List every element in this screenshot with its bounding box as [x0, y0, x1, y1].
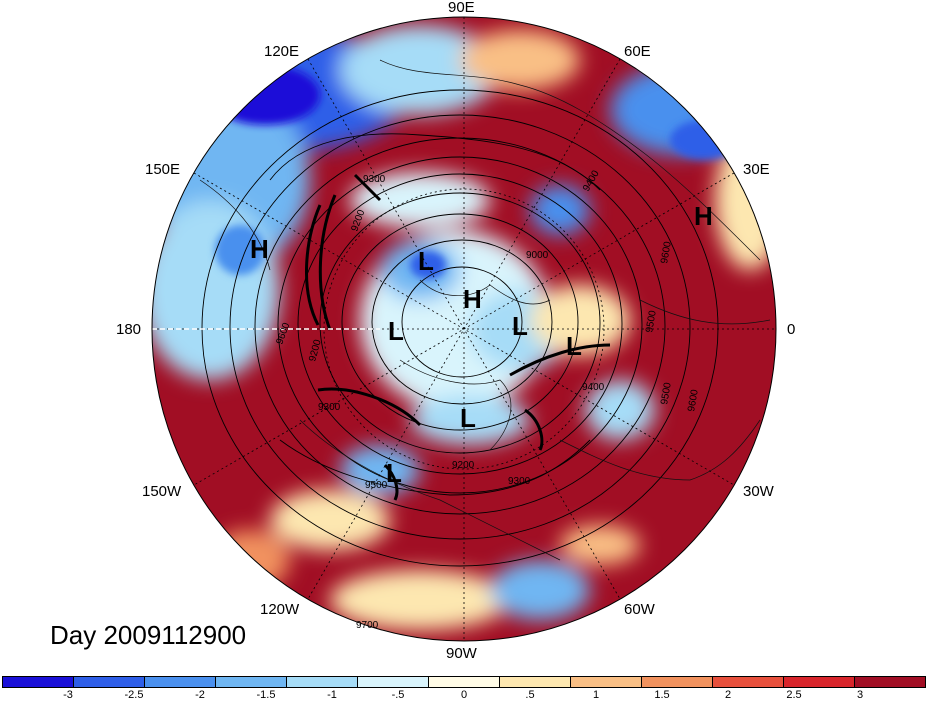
colorbar-tick-label: -2.5	[124, 689, 144, 701]
colorbar-box	[855, 677, 925, 687]
contour-label: 9600	[659, 240, 674, 264]
colorbar-box	[287, 677, 358, 687]
contour-label: 9400	[582, 382, 605, 393]
graticule	[152, 17, 776, 641]
colorbar-box	[500, 677, 571, 687]
jet-streaks	[305, 173, 611, 501]
colorbar-tick-label: 1	[592, 689, 600, 701]
colorbar-box	[358, 677, 429, 687]
lon-label-0: 0	[787, 321, 795, 338]
colorbar-box	[713, 677, 784, 687]
contour-label: 9000	[526, 250, 549, 261]
colorbar-tick-label: -.5	[391, 689, 405, 701]
colorbar-box	[642, 677, 713, 687]
colorbar-box	[571, 677, 642, 687]
coastlines	[199, 59, 771, 561]
colorbar-tick-label: 1.5	[654, 689, 670, 701]
colorbar-tick-label: -1.5	[256, 689, 276, 701]
colorbar-tick-label: .5	[525, 689, 535, 701]
low-center-label: L	[460, 403, 476, 433]
lon-label-180: 180	[116, 321, 141, 338]
contour-label: 9600	[686, 388, 701, 412]
map-border	[151, 16, 777, 642]
contour-label: 9300	[363, 174, 386, 185]
high-center-label: H	[250, 234, 269, 264]
contour-label: 9300	[508, 476, 531, 487]
colorbar-tick-label: 2	[724, 689, 732, 701]
colorbar	[2, 676, 926, 688]
lon-label-150w: 150W	[142, 483, 182, 500]
lon-label-60e: 60E	[624, 43, 651, 60]
map-date-title: Day 2009112900	[50, 620, 247, 650]
low-center-label: L	[388, 316, 404, 346]
colorbar-box	[145, 677, 216, 687]
high-center-label: H	[694, 201, 713, 231]
contour-label: 9500	[659, 381, 674, 405]
colorbar-tick-label: -3	[63, 689, 73, 701]
colorbar-tick-labels: -3 -2.5 -2 -1.5 -1 -.5 0 .5 1 1.5 2 2.5 3	[0, 689, 928, 703]
lon-label-90w: 90W	[446, 645, 478, 662]
colorbar-tick-label: 3	[856, 689, 864, 701]
low-center-label: L	[418, 246, 434, 276]
lon-label-30e: 30E	[743, 161, 770, 178]
lon-label-120e: 120E	[264, 43, 299, 60]
colorbar-box	[784, 677, 855, 687]
colorbar-box	[429, 677, 500, 687]
colorbar-tick-label: 0	[460, 689, 468, 701]
contour-label: 9500	[365, 480, 388, 491]
lon-label-30w: 30W	[743, 483, 775, 500]
anomaly-field	[152, 17, 776, 641]
colorbar-tick-label: -2	[195, 689, 205, 701]
low-center-label: L	[512, 311, 528, 341]
colorbar-box	[3, 677, 74, 687]
contour-label: 9700	[356, 620, 379, 631]
lon-label-60w: 60W	[624, 601, 656, 618]
colorbar-tick-label: -1	[327, 689, 337, 701]
low-center-label: L	[566, 331, 582, 361]
contour-label: 9200	[452, 460, 475, 471]
lon-label-90e: 90E	[448, 0, 475, 16]
colorbar-tick-label: 2.5	[786, 689, 802, 701]
low-center-label: L	[386, 458, 402, 488]
contour-label: 9300	[318, 402, 341, 413]
colorbar-box	[216, 677, 287, 687]
contour-label: 9500	[644, 309, 659, 333]
lon-label-120w: 120W	[260, 601, 300, 618]
high-center-label: H	[463, 284, 482, 314]
lon-label-150e: 150E	[145, 161, 180, 178]
colorbar-box	[74, 677, 145, 687]
height-contours	[201, 89, 719, 567]
